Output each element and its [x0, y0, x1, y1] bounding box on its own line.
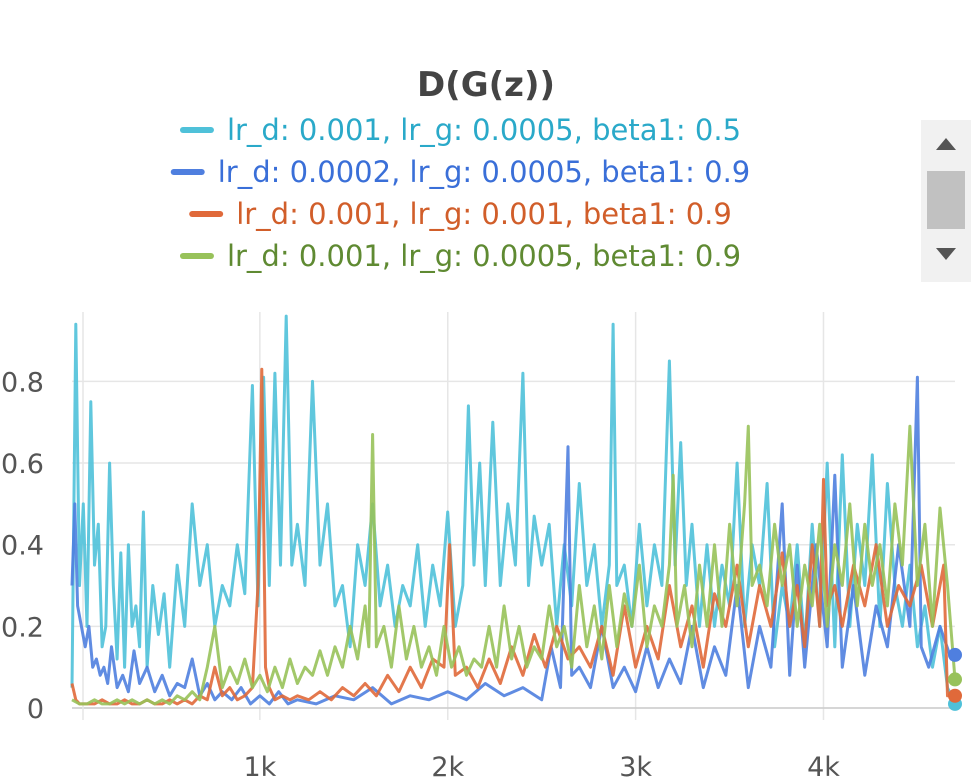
- legend[interactable]: lr_d: 0.001, lr_g: 0.0005, beta1: 0.5 lr_…: [170, 113, 751, 273]
- series-line: [71, 424, 957, 706]
- series-endpoint: [948, 688, 962, 703]
- legend-label: lr_d: 0.001, lr_g: 0.0005, beta1: 0.9: [227, 239, 741, 273]
- legend-item[interactable]: lr_d: 0.001, lr_g: 0.001, beta1: 0.9: [189, 197, 732, 231]
- series-line: [70, 375, 957, 706]
- series-endpoint: [948, 672, 962, 687]
- triangle-up-icon[interactable]: [936, 138, 956, 150]
- legend-label: lr_d: 0.0002, lr_g: 0.0005, beta1: 0.9: [218, 155, 751, 189]
- scrollbar-thumb[interactable]: [927, 171, 965, 229]
- x-tick-label: 2k: [431, 752, 464, 783]
- y-tick-label: 0.4: [1, 531, 44, 562]
- axes: 0 0.2 0.4 0.6 0.8 1k 2k 3k 4k: [1, 312, 955, 783]
- y-tick-label: 0: [27, 694, 44, 725]
- legend-label: lr_d: 0.001, lr_g: 0.001, beta1: 0.9: [236, 197, 732, 231]
- triangle-down-icon[interactable]: [936, 248, 956, 260]
- chart-title: D(G(z)): [417, 65, 555, 105]
- legend-item[interactable]: lr_d: 0.001, lr_g: 0.0005, beta1: 0.9: [179, 239, 741, 273]
- legend-scrollbar[interactable]: [921, 120, 971, 282]
- series-group: [70, 314, 957, 706]
- series-endpoints: [948, 647, 962, 711]
- y-tick-label: 0.2: [1, 612, 44, 643]
- y-tick-label: 0.6: [1, 449, 44, 480]
- legend-item[interactable]: lr_d: 0.0002, lr_g: 0.0005, beta1: 0.9: [170, 155, 751, 189]
- y-tick-label: 0.8: [1, 367, 44, 398]
- x-tick-label: 3k: [619, 752, 652, 783]
- series-endpoint: [948, 647, 962, 662]
- legend-label: lr_d: 0.001, lr_g: 0.0005, beta1: 0.5: [227, 113, 741, 147]
- legend-item[interactable]: lr_d: 0.001, lr_g: 0.0005, beta1: 0.5: [179, 113, 741, 147]
- x-tick-label: 1k: [243, 752, 276, 783]
- x-tick-label: 4k: [807, 752, 840, 783]
